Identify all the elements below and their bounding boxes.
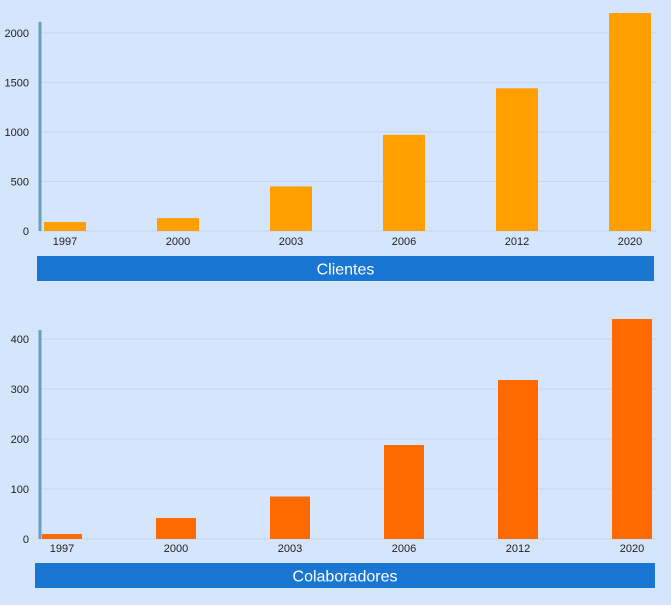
x-tick-label: 2006 [392, 236, 416, 248]
x-tick-label: 2006 [392, 543, 416, 555]
bar-2006 [383, 134, 425, 231]
x-tick-label: 2003 [279, 236, 303, 248]
chart-clientes: 0 500 1000 1500 2000 1997 2000 2003 2006 2012 2020… [5, 13, 656, 281]
x-tick-label: 2012 [506, 543, 530, 555]
bar-2020 [609, 13, 651, 231]
bar-2006 [384, 445, 424, 539]
y-tick-label: 100 [11, 484, 29, 496]
y-tick-label: 400 [11, 334, 29, 346]
x-tick-label: 1997 [53, 236, 77, 248]
bar-2003 [270, 496, 310, 539]
bar-2012 [498, 380, 538, 539]
y-tick-label: 2000 [5, 28, 29, 40]
bar-2012 [496, 88, 538, 232]
chart-title: Colaboradores [293, 569, 398, 586]
chart-colaboradores: 0 100 200 300 400 1997 2000 2003 2006 2012 2020 Col… [11, 319, 656, 588]
y-tick-label: 1000 [5, 127, 29, 139]
x-tick-label: 2003 [278, 543, 302, 555]
y-tick-label: 300 [11, 384, 29, 396]
y-tick-label: 200 [11, 434, 29, 446]
bar-1997 [42, 534, 82, 539]
x-tick-label: 2000 [164, 543, 188, 555]
y-tick-label: 500 [11, 176, 29, 188]
x-tick-label: 2000 [166, 236, 190, 248]
y-tick-label: 0 [23, 534, 29, 546]
chart-title: Clientes [317, 262, 375, 279]
bar-2003 [270, 186, 312, 231]
y-tick-label: 0 [23, 226, 29, 238]
bar-2000 [156, 518, 196, 539]
title-banner [37, 256, 654, 281]
x-tick-label: 1997 [50, 543, 74, 555]
bar-2020 [612, 319, 652, 539]
bar-2000 [157, 218, 199, 231]
x-tick-label: 2012 [505, 236, 529, 248]
title-banner [35, 563, 655, 588]
bar-1997 [44, 222, 86, 231]
x-tick-label: 2020 [618, 236, 642, 248]
y-tick-label: 1500 [5, 77, 29, 89]
x-tick-label: 2020 [620, 543, 644, 555]
